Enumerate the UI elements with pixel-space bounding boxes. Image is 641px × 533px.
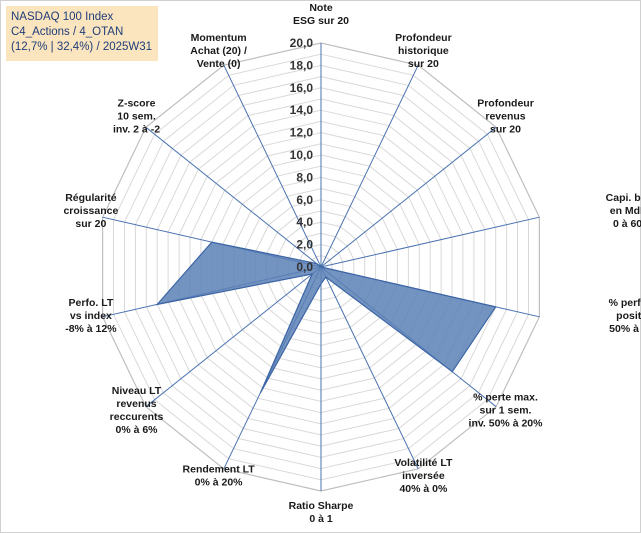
axis-label: Volatilité LT inversée 40% à 0%: [394, 457, 453, 495]
axis-label: Z-score 10 sem. inv. 2 à -2: [113, 97, 160, 135]
axis-label: % perte max. sur 1 sem. inv. 50% à 20%: [469, 392, 544, 430]
axis-label: Note ESG sur 20: [293, 2, 349, 27]
index-name: NASDAQ 100 Index: [11, 11, 114, 23]
axis-spoke: [320, 64, 419, 268]
axis-label: Régularité croissance sur 20: [63, 192, 118, 230]
axis-label: % perfo 1Apositive50% à 80%: [609, 297, 641, 335]
portfolio-category: C4_Actions / 4_OTAN: [11, 26, 124, 38]
axis-spoke: [320, 266, 419, 470]
axis-label: Capi. bours.en MdEUR0 à 60 G€: [606, 192, 641, 230]
axis-spoke: [320, 126, 497, 268]
axis-label: Rendement LT 0% à 20%: [183, 464, 256, 489]
series-area: [155, 241, 497, 394]
performance-period: (12,7% | 32,4%) / 2025W31: [11, 41, 153, 53]
axis-label: Profondeur historique sur 20: [395, 32, 452, 70]
axis-spoke: [223, 64, 322, 268]
radial-tick-label: 18,0: [290, 58, 314, 72]
axis-label: Perfo. LT vs index -8% à 12%: [65, 297, 117, 335]
axis-label: Momentum Achat (20) / Vente (0): [190, 32, 247, 70]
radial-tick-label: 2,0: [296, 238, 313, 252]
radial-tick-label: 16,0: [290, 81, 314, 95]
radial-tick-label: 6,0: [296, 193, 313, 207]
axis-label: Ratio Sharpe 0 à 1: [289, 500, 354, 525]
radial-tick-label: 8,0: [296, 170, 313, 184]
index-info-box: NASDAQ 100 Index C4_Actions / 4_OTAN (12…: [6, 6, 158, 61]
radial-tick-label: 0,0: [296, 260, 313, 274]
axis-spoke: [320, 216, 540, 268]
axis-label: Niveau LT revenus reccurents 0% à 6%: [110, 385, 164, 436]
radial-tick-label: 12,0: [290, 126, 314, 140]
radial-tick-label: 10,0: [290, 148, 314, 162]
axis-label: Profondeur revenus sur 20: [477, 97, 534, 135]
radial-tick-label: 4,0: [296, 215, 313, 229]
radial-tick-label: 14,0: [290, 103, 314, 117]
radial-tick-labels: 0,0 2,0 4,0 6,0 8,0 10,0 12,0 14,0 16,0 18,0 20,0: [290, 36, 314, 274]
axis-labels: Note ESG sur 20 Profondeur historique sur 20…: [63, 2, 641, 525]
radar-series: [155, 241, 497, 394]
axis-spoke: [145, 266, 322, 408]
axis-spoke: [145, 126, 322, 268]
radial-tick-label: 20,0: [290, 36, 314, 50]
